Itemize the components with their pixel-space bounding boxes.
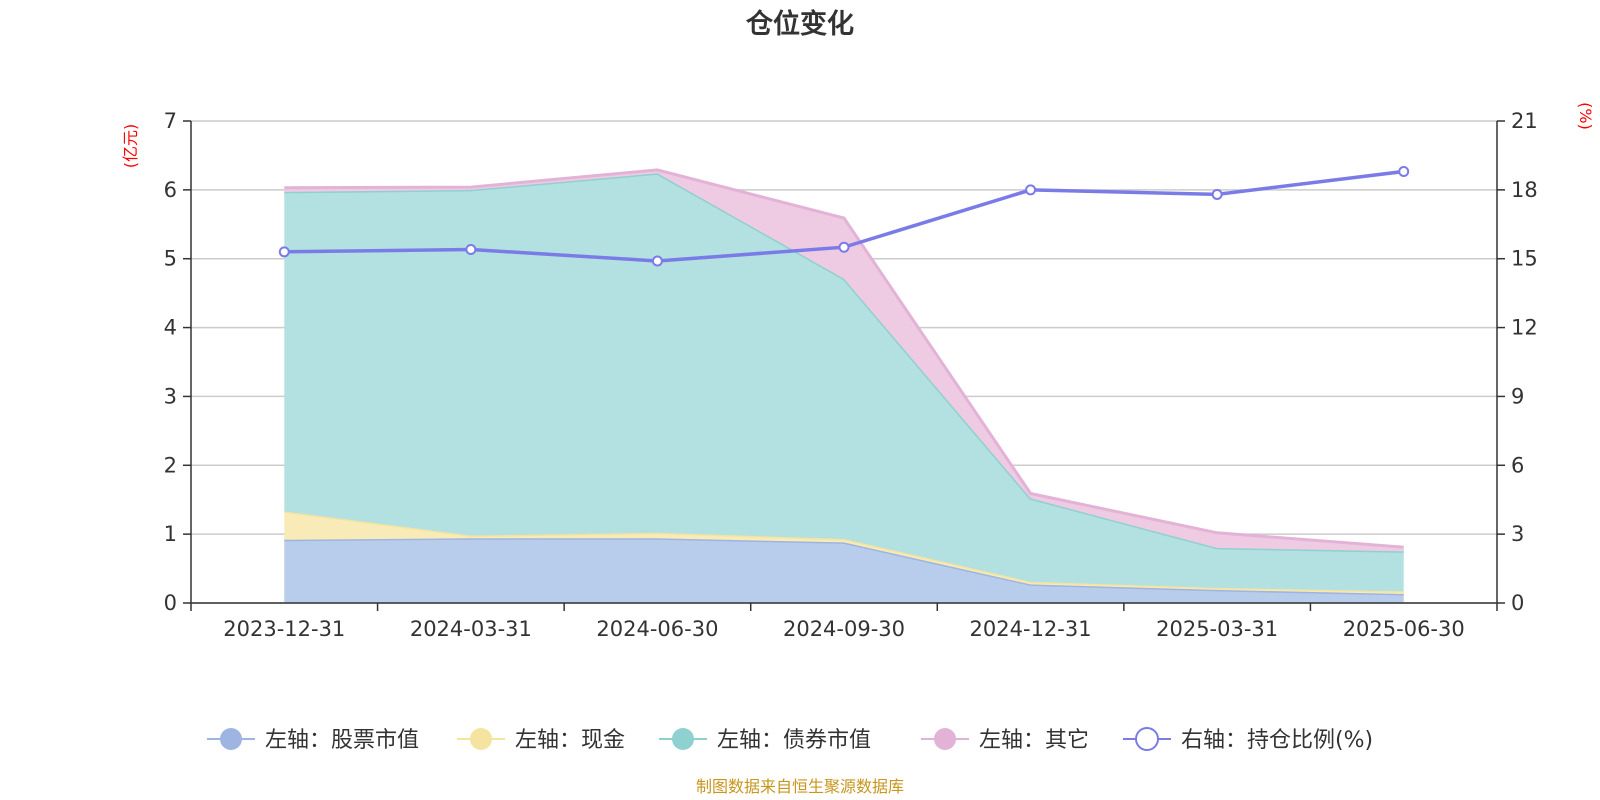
- left-tick-label: 3: [164, 384, 177, 408]
- right-tick-label: 6: [1511, 453, 1524, 477]
- x-tick-label: 2025-06-30: [1343, 617, 1465, 641]
- legend-marker: [934, 728, 956, 750]
- left-tick-label: 1: [164, 522, 177, 546]
- legend-label: 左轴：现金: [515, 728, 625, 753]
- right-tick-label: 9: [1511, 384, 1524, 408]
- right-tick-label: 15: [1511, 247, 1538, 271]
- area-series-4-edge: [284, 168, 1404, 549]
- left-tick-label: 2: [164, 453, 177, 477]
- right-tick-label: 18: [1511, 178, 1538, 202]
- area-series-1: [284, 538, 1404, 603]
- ratio-point: [278, 246, 290, 258]
- legend-marker: [470, 728, 492, 750]
- left-tick-label: 5: [164, 247, 177, 271]
- x-tick-label: 2023-12-31: [223, 617, 345, 641]
- legend-label: 左轴：股票市值: [265, 728, 419, 753]
- left-tick-label: 7: [164, 109, 177, 133]
- ratio-line-layer: [278, 165, 1410, 267]
- legend-marker: [220, 728, 242, 750]
- chart-title: 仓位变化: [745, 8, 854, 40]
- legend: 左轴：股票市值 左轴：现金 左轴：债券市值 左轴：其它 右轴：持仓比例(%): [207, 727, 1373, 753]
- legend-marker: [672, 728, 694, 750]
- area-series-3: [284, 173, 1404, 592]
- left-tick-label: 6: [164, 178, 177, 202]
- left-tick-label: 0: [164, 591, 177, 615]
- left-tick-label: 4: [164, 316, 177, 340]
- right-tick-label: 12: [1511, 316, 1538, 340]
- left-axis-unit: (亿元): [121, 124, 140, 169]
- legend-label: 左轴：其它: [979, 728, 1089, 753]
- ratio-point: [838, 241, 850, 253]
- right-tick-label: 3: [1511, 522, 1524, 546]
- ratio-point: [1025, 184, 1037, 196]
- right-tick-label: 21: [1511, 109, 1538, 133]
- ratio-point: [465, 244, 477, 256]
- ratio-point: [1211, 188, 1223, 200]
- x-tick-label: 2024-06-30: [596, 617, 718, 641]
- ratio-point: [1398, 165, 1410, 177]
- right-tick-label: 0: [1511, 591, 1524, 615]
- right-axis-unit: (%): [1576, 102, 1595, 130]
- x-tick-label: 2024-03-31: [410, 617, 532, 641]
- ratio-point: [651, 255, 663, 267]
- stacked-areas: [284, 168, 1404, 603]
- data-source-note: 制图数据来自恒生聚源数据库: [696, 777, 904, 796]
- x-tick-label: 2024-09-30: [783, 617, 905, 641]
- x-tick-label: 2024-12-31: [970, 617, 1092, 641]
- legend-marker: [1135, 727, 1159, 751]
- legend-label: 右轴：持仓比例(%): [1181, 728, 1373, 753]
- x-tick-label: 2025-03-31: [1156, 617, 1278, 641]
- legend-label: 左轴：债券市值: [717, 728, 871, 753]
